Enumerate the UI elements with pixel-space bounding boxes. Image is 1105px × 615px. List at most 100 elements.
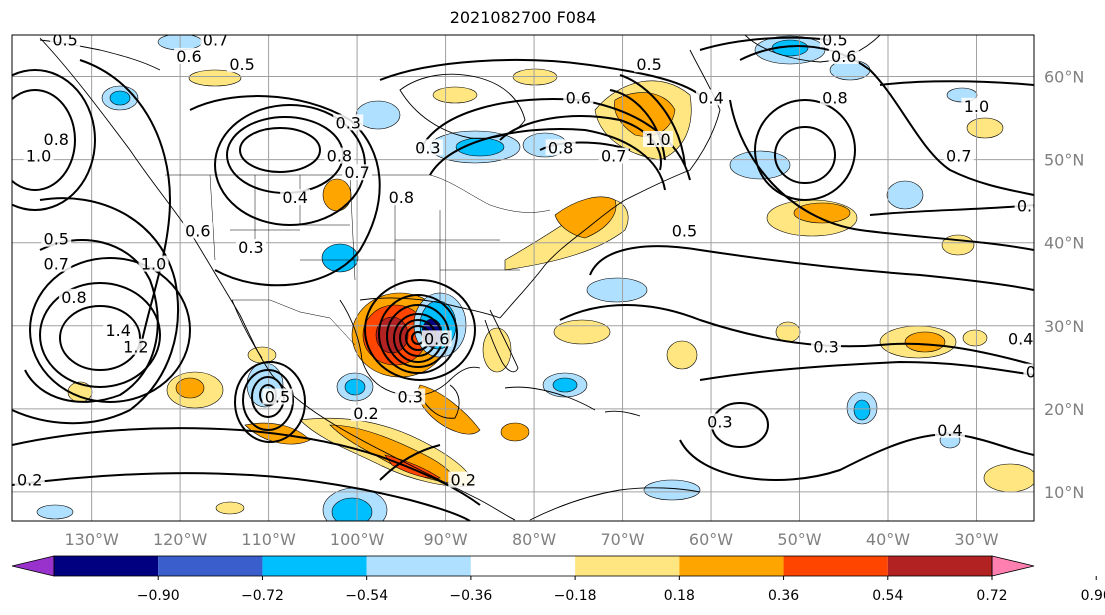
longitude-labels: 130°W 120°W 110°W 100°W 90°W 80°W 70°W 60°W 50°W… [64,530,998,549]
contour-label-bg [324,147,355,164]
shade-alaska-pos [188,69,242,87]
contour-label-bg [386,189,417,206]
shade-epac-small-neg [36,504,74,520]
border-us-canada [165,174,551,213]
contour-label: 0.3 [415,138,440,157]
contour-labels: 0.50.60.70.51.00.80.50.70.81.00.60.30.40… [14,30,1060,490]
contour-label: 0.5 [822,30,847,49]
contour-label-bg [1005,330,1034,347]
contour-label: 0.3 [336,113,361,132]
colorbar-frame [53,555,993,577]
contour-label: 0.2 [17,471,42,490]
lon-tick-label: 90°W [423,530,467,549]
contour-label: 1.0 [645,130,670,149]
lat-tick-label: 20°N [1044,400,1084,419]
contour-label: 0.5 [44,230,69,249]
shade-caribbean-negative-core [552,377,578,393]
contour-label-bg [961,97,992,114]
colorbar-tick-label: −0.72 [241,588,284,604]
colorbar-extend-low [11,555,55,577]
contour-label-bg [563,89,594,106]
graticule [12,35,1034,521]
contour-label: 0.7 [344,163,369,182]
map-frame [11,34,1035,522]
contour-label-bg [421,330,452,347]
contour-label-bg [1023,363,1034,380]
contour-label-bg [819,89,850,106]
colorbar-tick-label: 0.72 [976,588,1007,604]
colorbar-tick-label: 0.90 [1081,588,1105,604]
contour-label-bg [23,147,54,164]
shade-pacific-storm-pos-core [175,377,205,399]
contour-label-bg [669,222,700,239]
shade-atlantic-pos-1 [553,319,611,345]
coast-florida [484,309,519,373]
shade-caribbean-positive [500,422,530,442]
contour-label: 0.7 [203,30,228,49]
lon-tick-label: 70°W [600,530,644,549]
coast-hispaniola [604,410,641,417]
contour-label: 0.5 [672,221,697,240]
latitude-labels: 60°N 50°N 40°N 30°N 20°N 10°N [1044,68,1084,502]
contour-label: 0.3 [238,238,263,257]
map-title: 2021082700 F084 [449,8,597,27]
colorbar-tick-label: −0.36 [449,588,492,604]
colorbar-segment [54,556,159,576]
contour-label-bg [342,164,373,181]
contour-label-bg [262,388,293,405]
contour-label-bg [545,139,576,156]
coast-south-america [529,487,701,521]
colorbar-segment [887,556,992,576]
contour-label: 1.0 [26,147,51,166]
contour-label-bg [138,255,169,272]
shade-northeast-band-core [554,196,617,239]
lat-tick-label: 10°N [1044,483,1084,502]
contour-label: 1.4 [105,321,130,340]
colorbar-segment [158,556,263,576]
westcoast-contours [12,59,172,351]
contour-label-bg [41,255,72,272]
contour-label-bg [448,471,479,488]
colorbar-tick-label: 0.54 [872,588,903,604]
colorbar-segment [470,556,576,576]
contour-label: 0.6 [185,221,210,240]
colorbar-segment [262,556,367,576]
contour-label: 0.8 [548,138,573,157]
contour-label: 0.3 [813,338,838,357]
contour-label-bg [333,114,364,131]
contour-label-bg [1032,122,1034,139]
contour-label-bg [14,471,45,488]
coast-greenland [744,35,881,63]
shade-plains-neg [321,243,359,273]
coast-canada-east [624,49,721,201]
contour-label-bg [182,222,213,239]
contour-label: 0.8 [327,147,352,166]
contour-label: 0.6 [424,329,449,348]
colorbar-tick-label: −0.54 [345,588,388,604]
contour-label-bg [598,147,629,164]
contour-label: 0.4 [282,188,307,207]
coast-north-america-west [39,37,516,521]
contour-label: 0.9 [1035,122,1060,141]
contour-label: 0.2 [1026,363,1051,382]
shade-florida-positive [482,327,512,373]
lon-tick-label: 100°W [330,530,385,549]
contour-label-bg [1014,197,1034,214]
shade-natl-pos-1-core [793,202,851,224]
coast-east-us [499,199,626,319]
lon-tick-label: 40°W [866,530,910,549]
contour-label-bg [58,288,89,305]
shade-antilles-neg [643,479,701,501]
contour-label: 0.8 [822,88,847,107]
contour-label-bg [173,47,204,64]
contour-label-bg [943,147,974,164]
lon-tick-label: 120°W [153,530,208,549]
contour-label: 0.4 [698,88,723,107]
contour-label: 0.5 [636,55,661,74]
coast-yucatan [419,384,460,419]
contour-label-bg [41,230,72,247]
coast-gulf-north [359,297,501,319]
contour-label: 0.2 [353,404,378,423]
shade-atlantic-pos-6 [983,463,1034,493]
contour-label: 0.4 [937,421,962,440]
